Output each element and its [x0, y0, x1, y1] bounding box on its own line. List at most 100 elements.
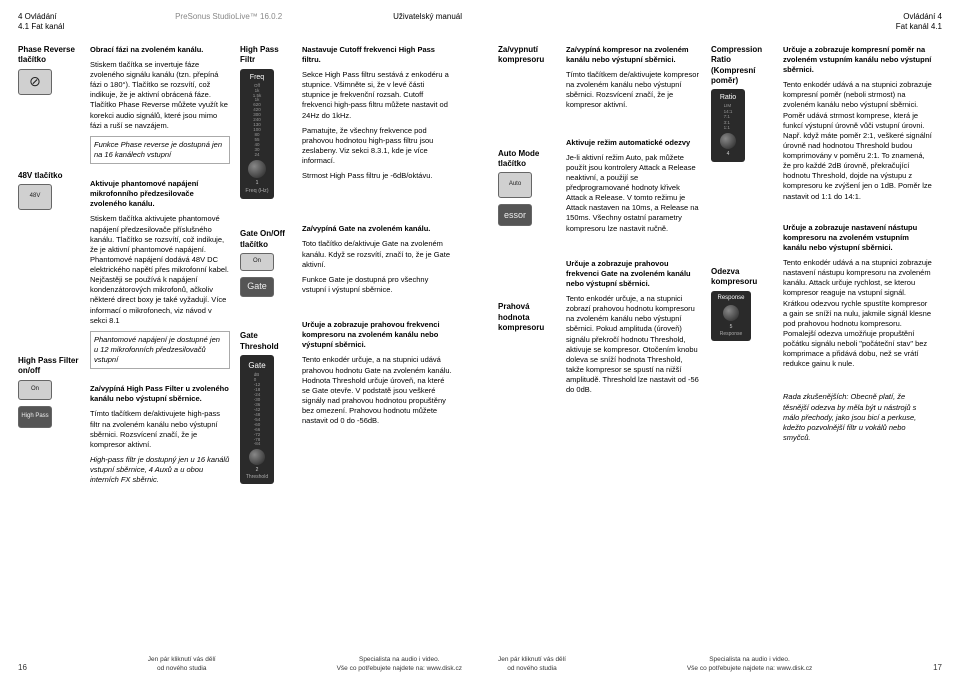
pagenum-left: 16 [18, 663, 27, 673]
label-hpfiltr: High Pass Filtr [240, 45, 292, 66]
hdr-r2: Fat kanál 4.1 [896, 22, 942, 32]
page-right: Ovládání 4 Fat kanál 4.1 Za/vypnutí komp… [480, 0, 960, 681]
footer-left: 16 Jen pár kliknutí vás dělí od nového s… [18, 656, 462, 673]
p-r1: Tímto tlačítkem de/aktivujete kompresor … [566, 70, 701, 111]
p-phase: Stiskem tlačítka se invertuje fáze zvole… [90, 60, 230, 131]
p-r3: Tento enkodér určuje, a na stupnici zobr… [566, 294, 701, 395]
essor-text: essor [504, 210, 526, 222]
hpf-on-icon: On [18, 380, 52, 400]
freq-hdr: Freq [250, 73, 264, 82]
label-phase: Phase Reverse tlačítko [18, 45, 80, 66]
ratio-knob [720, 133, 736, 149]
ratio-scale: LIM 14:1 7:1 3:1 1:1 [724, 103, 733, 130]
gateon-text: On [253, 258, 261, 266]
col-r-labels-b: Compression Ratio (Kompresní poměr) Rati… [711, 45, 773, 443]
h-hpf: Za/vypíná High Pass Filter u zvoleného k… [90, 384, 230, 404]
columns-right: Za/vypnutí kompresoru Auto Mode tlačítko… [498, 45, 942, 443]
hpf-text: High Pass [21, 413, 48, 421]
p1-hpfiltr: Sekce High Pass filtru sestává z enkodér… [302, 70, 452, 121]
hpf-icon: High Pass [18, 406, 52, 428]
gate-scale: dB 0 -12 -18 -24 -30 -36 -42 -48 -54 -60… [254, 373, 261, 447]
body-phase: Obrací fázi na zvoleném kanálu. Stiskem … [90, 45, 230, 169]
ratio-hdr: Ratio [720, 93, 736, 102]
p-r5: Tento enkodér udává a na stupnici zobraz… [783, 258, 933, 369]
hdr-sub: 4.1 Fat kanál [18, 22, 64, 32]
p-gatethr: Tento enkodér určuje, a na stupnici udáv… [302, 355, 452, 426]
h-r1: Za/vypíná kompresor na zvoleném kanálu n… [566, 45, 701, 65]
header-left: 4 Ovládání 4.1 Fat kanál PreSonus Studio… [18, 12, 462, 33]
gate-word: Gate [248, 361, 265, 371]
p-r4: Tento enkodér udává a na stupnici zobraz… [783, 80, 933, 202]
body-48v: Aktivuje phantomové napájení mikrofonníh… [90, 179, 230, 374]
body-gateon: Za/vypíná Gate na zvoleném kanálu. Toto … [302, 224, 452, 300]
freq-knob [248, 160, 266, 178]
p-hpf: Tímto tlačítkem de/aktivujete high-pass … [90, 409, 230, 450]
col-labels-a: Phase Reverse tlačítko ⊘ 48V tlačítko 48… [18, 45, 80, 491]
freq-scale: Off 1k 1.5k 1k 620 420 300 240 130 100 8… [253, 84, 262, 158]
auto-text: Auto [509, 181, 521, 189]
columns-left: Phase Reverse tlačítko ⊘ 48V tlačítko 48… [18, 45, 462, 491]
hdr-r1: Ovládání 4 [896, 12, 942, 22]
entry-ratio: Compression Ratio (Kompresní poměr) Rati… [711, 45, 773, 162]
essor-icon: essor [498, 204, 532, 226]
entry-gateon: Gate On/Off tlačítko On Gate [240, 229, 292, 303]
body-hpf: Za/vypíná High Pass Filter u zvoleného k… [90, 384, 230, 490]
col-text-b: Nastavuje Cutoff frekvenci High Pass fil… [302, 45, 452, 491]
col-labels-b: High Pass Filtr Freq Off 1k 1.5k 1k 620 … [240, 45, 292, 491]
auto-icon: Auto [498, 172, 532, 198]
body-r4: Určuje a zobrazuje kompresní poměr na zv… [783, 45, 933, 207]
entry-gatethr: Gate Threshold Gate dB 0 -12 -18 -24 -30… [240, 331, 292, 484]
note-phase: Funkce Phase reverse je dostupná jen na … [90, 136, 230, 164]
h-r3: Určuje a zobrazuje prahovou frekvenci Ga… [566, 259, 701, 289]
h-r4: Určuje a zobrazuje kompresní poměr na zv… [783, 45, 933, 75]
hpf-on-text: On [31, 386, 39, 394]
page-left: 4 Ovládání 4.1 Fat kanál PreSonus Studio… [0, 0, 480, 681]
body-r3: Určuje a zobrazuje prahovou frekvenci Ga… [566, 259, 701, 401]
pagenum-right: 17 [933, 663, 942, 673]
note-hpf: High-pass filtr je dostupný jen u 16 kan… [90, 455, 230, 485]
p-48v: Stiskem tlačítka aktivujete phantomové n… [90, 214, 230, 325]
h-gatethr: Určuje a zobrazuje prahovou frekvenci ko… [302, 320, 452, 350]
p-r2: Je-li aktivní režim Auto, pak můžete pou… [566, 153, 701, 234]
gateon-icon: On [240, 253, 274, 271]
footer-right: Jen pár kliknutí vás dělí od nového stud… [498, 656, 942, 673]
label-r3: Prahová hodnota kompresoru [498, 302, 556, 333]
hdr-left: 4 Ovládání 4.1 Fat kanál [18, 12, 64, 33]
label-gatethr: Gate Threshold [240, 331, 292, 352]
entry-hpf: High Pass Filter on/off On High Pass [18, 356, 80, 434]
v48-text: 48V [30, 193, 41, 201]
hdr-right-r: Ovládání 4 Fat kanál 4.1 [896, 12, 942, 33]
foot-rb: Specialista na audio i video. Vše co pot… [687, 656, 812, 673]
label-gateon: Gate On/Off tlačítko [240, 229, 292, 250]
entry-auto: Auto Mode tlačítko Auto essor [498, 149, 556, 233]
body-r5: Určuje a zobrazuje nastavení nástupu kom… [783, 223, 933, 375]
response-strip: Response 5 Response [711, 291, 751, 342]
label-r5: Odezva kompresoru [711, 267, 773, 288]
p2-gateon: Funkce Gate je dostupná pro všechny vstu… [302, 275, 452, 295]
h-r5: Určuje a zobrazuje nastavení nástupu kom… [783, 223, 933, 253]
col-text-a: Obrací fázi na zvoleném kanálu. Stiskem … [90, 45, 230, 491]
h-phase: Obrací fázi na zvoleném kanálu. [90, 45, 230, 55]
ratio-knobnum: 4 [727, 151, 730, 158]
entry-response: Odezva kompresoru Response 5 Response [711, 267, 773, 342]
response-knob [723, 305, 739, 321]
col-r-labels-a: Za/vypnutí kompresoru Auto Mode tlačítko… [498, 45, 556, 443]
body-r2: Aktivuje režim automatické odezvy Je-li … [566, 138, 701, 239]
label-r2: Auto Mode tlačítko [498, 149, 556, 170]
foot-ra: Jen pár kliknutí vás dělí od nového stud… [498, 656, 566, 673]
freq-knobnum: 1 [256, 180, 259, 187]
phase-icon: ⊘ [18, 69, 52, 95]
p3-hpfiltr: Strmost High Pass filtru je -6dB/oktávu. [302, 171, 452, 181]
v48-icon: 48V [18, 184, 52, 210]
gate-strip: Gate dB 0 -12 -18 -24 -30 -36 -42 -48 -5… [240, 355, 274, 484]
col-r-text-a: Za/vypíná kompresor na zvoleném kanálu n… [566, 45, 701, 443]
body-gatethr: Určuje a zobrazuje prahovou frekvenci ko… [302, 320, 452, 431]
gate-text: Gate [247, 281, 267, 293]
p-gateon: Toto tlačítko de/aktivuje Gate na zvolen… [302, 239, 452, 269]
foot-a: Jen pár kliknutí vás dělí od nového stud… [148, 656, 216, 673]
freq-strip: Freq Off 1k 1.5k 1k 620 420 300 240 130 … [240, 69, 274, 200]
gate-unit: Threshold [246, 474, 268, 481]
body-hpfiltr: Nastavuje Cutoff frekvenci High Pass fil… [302, 45, 452, 187]
response-hdr: Response [717, 295, 744, 303]
foot-b: Specialista na audio i video. Vše co pot… [337, 656, 462, 673]
